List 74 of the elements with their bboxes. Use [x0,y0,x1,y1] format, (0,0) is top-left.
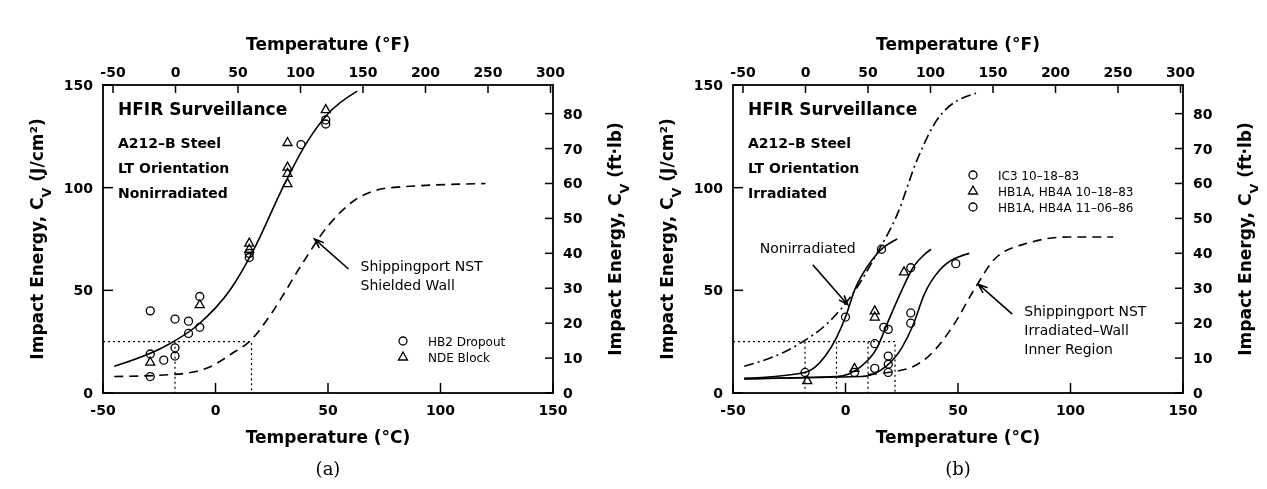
x2-axis-title: Temperature (°F) [246,34,410,54]
annotation: A212–B Steel [748,135,852,151]
x2-tick-label: 200 [1040,64,1071,80]
text: (a) [315,458,341,479]
annotation: Shippingport NST Shielded Wall [360,258,484,293]
y2-tick-label: 20 [563,315,583,332]
y2-tick-label: 70 [563,140,583,157]
x2-tick-label: 200 [410,64,441,80]
annotation: HFIR Surveillance [748,99,918,119]
annotation: LT Orientation [748,160,860,176]
y2-tick-label: 60 [563,175,583,192]
legend-label: HB1A, HB4A 10–18–83 [998,185,1134,199]
y2-tick-label: 10 [1193,350,1213,367]
y-tick-label: 50 [703,282,724,299]
x2-tick-label: 0 [800,64,811,80]
legend-label: HB1A, HB4A 11–06–86 [998,201,1134,215]
x-tick-label: 0 [840,402,851,418]
legend-label: IC3 10–18–83 [998,169,1080,183]
x2-tick-label: 150 [348,64,378,80]
x2-tick-label: 250 [473,64,503,80]
x2-tick-label: 300 [1165,64,1196,80]
y-tick-label: 100 [63,179,94,196]
x-tick-label: 150 [538,402,568,418]
y2-tick-label: 80 [563,105,583,122]
x2-tick-label: 0 [170,64,181,80]
x-tick-label: 0 [210,402,221,418]
x-tick-label: 50 [948,402,968,418]
y-tick-label: 150 [63,77,94,93]
x2-tick-label: 150 [978,64,1008,80]
x2-tick-label: 50 [858,64,878,80]
y-tick-label: 150 [693,77,724,93]
annotation: Irradiated [748,185,827,201]
y2-tick-label: 0 [563,385,573,401]
x-axis-title: Temperature (°C) [245,427,411,447]
y2-tick-label: 20 [1193,315,1213,332]
x2-tick-label: -50 [730,64,756,80]
x2-tick-label: 50 [228,64,248,80]
x2-tick-label: 100 [915,64,946,80]
y2-tick-label: 10 [563,350,583,367]
y2-tick-label: 50 [563,210,583,227]
y2-tick-label: 60 [1193,175,1213,192]
y2-tick-label: 30 [563,280,583,297]
x-tick-label: 100 [425,402,456,418]
annotation: Shippingport NST Irradiated–Wall Inner Region [1024,303,1147,358]
x2-axis-title: Temperature (°F) [876,34,1040,54]
x-tick-label: -50 [90,402,116,418]
y-tick-label: 0 [83,385,94,401]
annotation: LT Orientation [118,160,230,176]
x2-tick-label: 100 [285,64,316,80]
legend-label: HB2 Dropout [428,335,506,349]
y2-tick-label: 70 [1193,140,1213,157]
x2-tick-label: 300 [535,64,566,80]
y2-tick-label: 0 [1193,385,1203,401]
x-tick-label: 100 [1055,402,1086,418]
annotation: Nonirradiated [759,239,856,256]
x2-tick-label: 250 [1103,64,1133,80]
annotation: Nonirradiated [118,185,228,201]
y2-tick-label: 80 [1193,105,1213,122]
y-tick-label: 50 [73,282,94,299]
x-tick-label: 150 [1168,402,1198,418]
y2-tick-label: 30 [1193,280,1213,297]
y2-tick-label: 40 [1193,245,1213,262]
y2-tick-label: 50 [1193,210,1213,227]
x2-tick-label: -50 [100,64,126,80]
text: (b) [945,458,971,479]
y-tick-label: 0 [713,385,724,401]
legend-label: NDE Block [428,351,491,365]
y-tick-label: 100 [693,179,724,196]
x-tick-label: -50 [720,402,746,418]
y2-tick-label: 40 [563,245,583,262]
x-axis-title: Temperature (°C) [875,427,1041,447]
annotation: HFIR Surveillance [118,99,288,119]
annotation: A212–B Steel [118,135,222,151]
x-tick-label: 50 [318,402,338,418]
